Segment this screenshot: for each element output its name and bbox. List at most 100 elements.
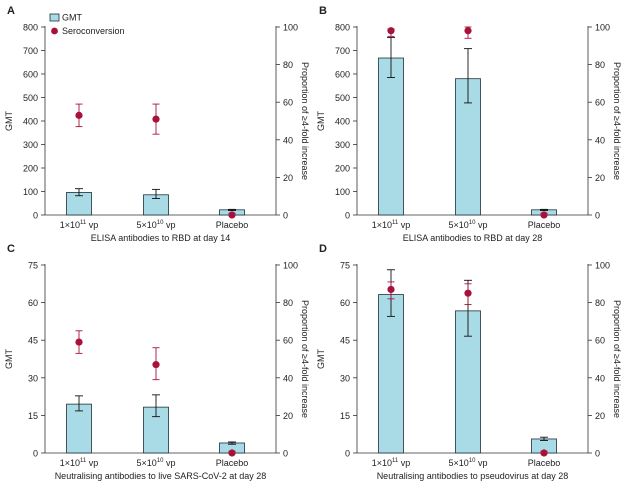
x-tick-label: 1×1011 vp <box>372 220 411 230</box>
y-axis-label: GMT <box>316 111 326 131</box>
y-tick-label: 200 <box>335 164 350 174</box>
x-tick-label: Placebo <box>528 458 561 468</box>
x-tick-label: 5×1010 vp <box>449 458 488 468</box>
y2-tick-label: 100 <box>283 261 298 271</box>
x-tick-base: 5×10 <box>449 220 469 230</box>
x-tick-unit: vp <box>398 220 410 230</box>
y2-tick-label: 60 <box>283 336 293 346</box>
y-tick-label: 700 <box>335 46 350 56</box>
y2-tick-label: 20 <box>595 411 605 421</box>
y2-tick-label: 0 <box>595 449 600 459</box>
y-tick-label: 200 <box>23 164 38 174</box>
sero-point <box>387 27 395 35</box>
y2-tick-label: 60 <box>283 98 293 108</box>
x-tick-exponent: 11 <box>392 220 399 226</box>
y2-tick-label: 40 <box>595 373 605 383</box>
sero-point <box>387 285 395 294</box>
sero-point <box>464 289 472 297</box>
y2-tick-label: 40 <box>283 135 293 145</box>
y-tick-label: 600 <box>23 70 38 80</box>
y2-tick-label: 80 <box>283 60 293 70</box>
x-tick-unit: vp <box>475 220 487 230</box>
panel-d: D 0 15 30 45 60 75 GMT 0 20 40 60 80 100 Proportion of… <box>316 243 622 481</box>
sero-point <box>75 338 83 346</box>
y2-axis-label: Proportion of ≥4-fold increase <box>300 300 310 418</box>
legend-sero-marker <box>51 27 58 35</box>
y-tick-label: 0 <box>33 211 38 221</box>
y-tick-label: 30 <box>340 373 350 383</box>
x-tick-unit: vp <box>86 458 98 468</box>
x-tick-unit: vp <box>475 458 487 468</box>
gmt-bar <box>378 294 404 454</box>
y-tick-label: 45 <box>340 336 350 346</box>
legend-gmt-label: GMT <box>62 13 82 23</box>
y2-tick-label: 40 <box>595 135 605 145</box>
sero-point <box>228 211 236 219</box>
x-tick-label: Placebo <box>216 220 249 230</box>
y-axis-label: GMT <box>316 349 326 369</box>
panel-b: B 0 100 200 300 400 500 600 700 800 GMT 0 20 40 60 80 10… <box>316 5 622 243</box>
y2-axis-label: Proportion of ≥4-fold increase <box>612 300 622 418</box>
x-tick-exponent: 11 <box>392 458 399 464</box>
panel-a: A 0 100 200 300 400 500 600 700 800 GMT 0 20 40 60 80 10… <box>4 5 310 243</box>
y2-tick-label: 0 <box>283 449 288 459</box>
x-tick-base: 1×10 <box>372 458 392 468</box>
panel-label: D <box>319 243 327 255</box>
x-axis-label: Neutralising antibodies to live SARS-CoV… <box>55 471 267 481</box>
x-tick-unit: vp <box>86 220 98 230</box>
y-tick-label: 300 <box>23 140 38 150</box>
y-tick-label: 400 <box>335 117 350 127</box>
y-tick-label: 700 <box>23 46 38 56</box>
x-tick-exponent: 10 <box>469 220 476 226</box>
sero-point <box>152 115 160 123</box>
x-tick-label: 1×1011 vp <box>372 458 411 468</box>
y2-tick-label: 100 <box>595 23 610 33</box>
y-tick-label: 100 <box>23 187 38 197</box>
x-tick-base: 1×10 <box>60 220 80 230</box>
y-tick-label: 0 <box>33 449 38 459</box>
sero-point <box>540 211 548 219</box>
y-tick-label: 800 <box>335 23 350 33</box>
y2-tick-label: 80 <box>595 60 605 70</box>
x-tick-label: Placebo <box>216 458 249 468</box>
x-axis-label: ELISA antibodies to RBD at day 28 <box>403 233 543 243</box>
y-tick-label: 60 <box>340 298 350 308</box>
sero-point <box>464 27 472 35</box>
y-tick-label: 100 <box>335 187 350 197</box>
x-tick-unit: vp <box>163 220 175 230</box>
sero-point <box>75 111 83 119</box>
y2-tick-label: 80 <box>283 298 293 308</box>
y-tick-label: 0 <box>345 449 350 459</box>
y2-tick-label: 20 <box>595 173 605 183</box>
legend: GMT Seroconversion <box>49 13 125 36</box>
x-tick-label: 1×1011 vp <box>60 220 99 230</box>
x-tick-unit: vp <box>163 458 175 468</box>
y2-axis-label: Proportion of ≥4-fold increase <box>300 62 310 180</box>
legend-sero-label: Seroconversion <box>62 26 125 36</box>
panel-label: A <box>7 5 15 17</box>
x-tick-exponent: 10 <box>157 458 164 464</box>
sero-point <box>152 361 160 369</box>
x-tick-base: 5×10 <box>137 220 157 230</box>
x-tick-exponent: 10 <box>157 220 164 226</box>
y-tick-label: 30 <box>28 373 38 383</box>
y-tick-label: 800 <box>23 23 38 33</box>
y-tick-label: 600 <box>335 70 350 80</box>
y-axis-label: GMT <box>4 349 14 369</box>
x-tick-exponent: 10 <box>469 458 476 464</box>
x-tick-label: 5×1010 vp <box>137 458 176 468</box>
y-tick-label: 15 <box>340 411 350 421</box>
y2-tick-label: 20 <box>283 173 293 183</box>
y2-tick-label: 100 <box>595 261 610 271</box>
x-tick-label: Placebo <box>528 220 561 230</box>
gmt-bar <box>66 403 92 454</box>
gmt-bar <box>378 57 404 216</box>
y2-tick-label: 40 <box>283 373 293 383</box>
x-tick-base: 5×10 <box>449 458 469 468</box>
x-tick-base: 1×10 <box>60 458 80 468</box>
panel-c: C 0 15 30 45 60 75 GMT 0 20 40 60 80 100 Proportion of… <box>4 243 310 481</box>
x-tick-base: Placebo <box>216 458 249 468</box>
y-tick-label: 45 <box>28 336 38 346</box>
y-tick-label: 75 <box>28 261 38 271</box>
